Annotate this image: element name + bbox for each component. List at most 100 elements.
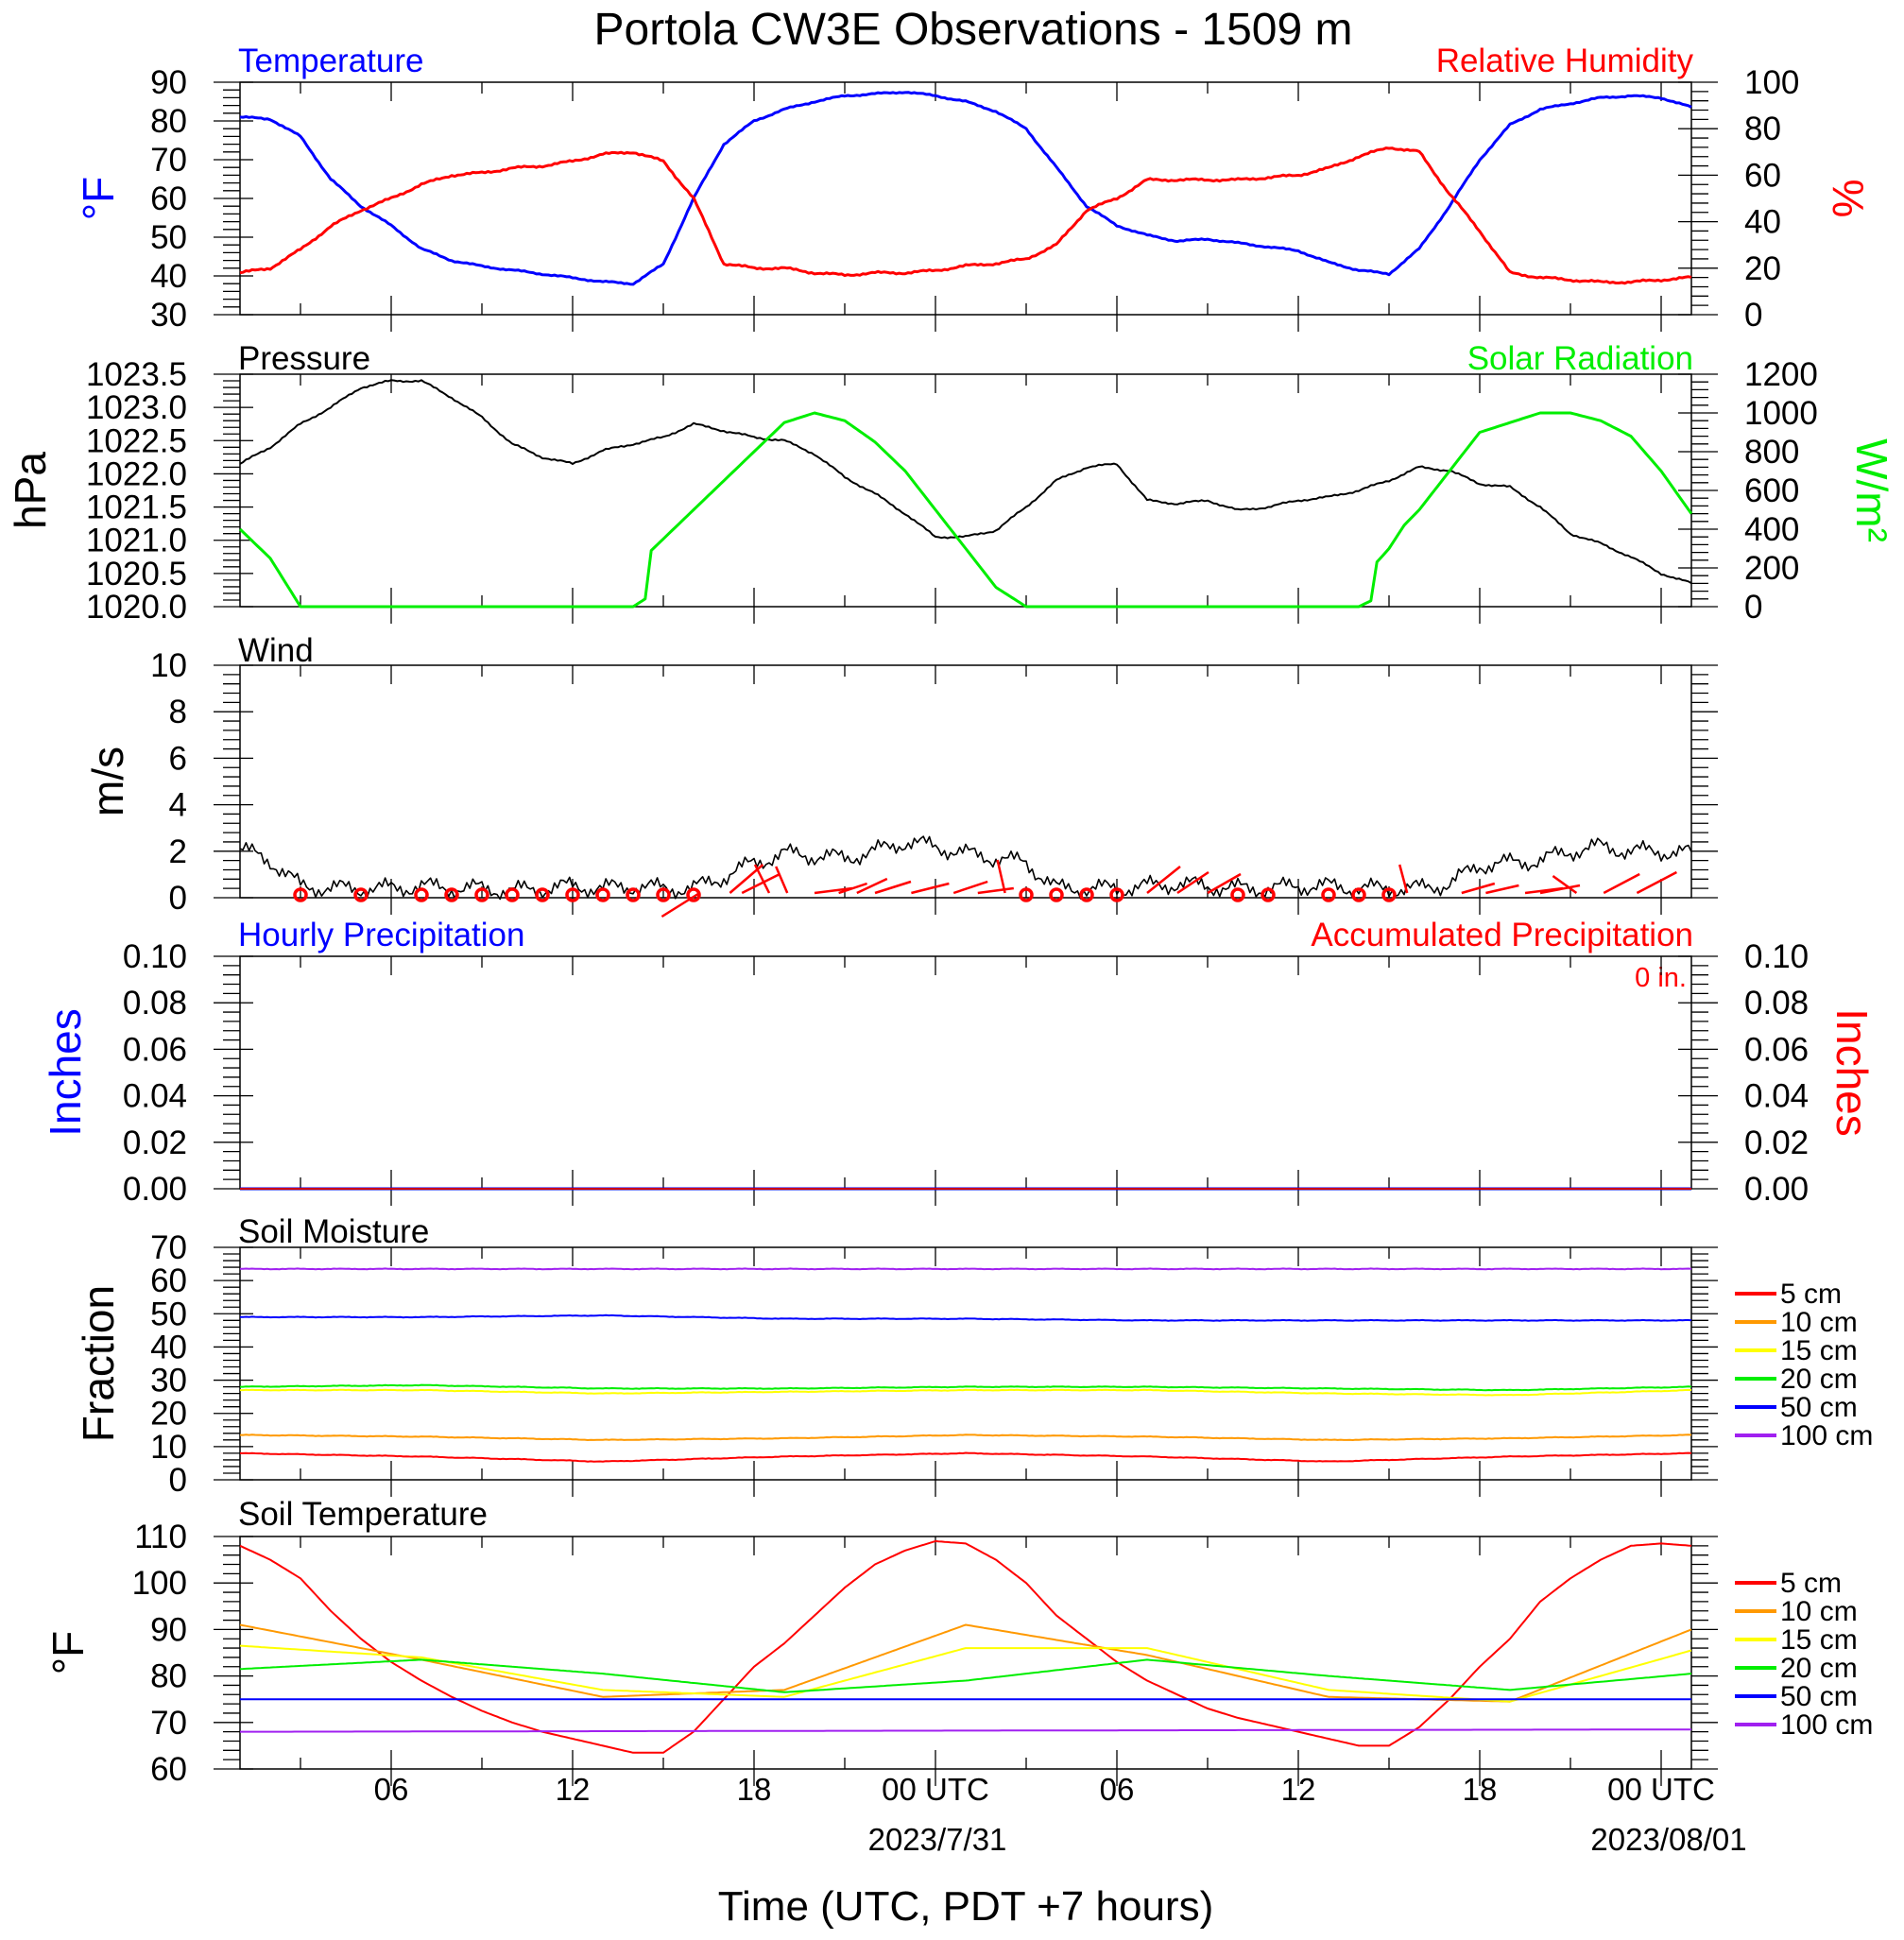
- y2-tick-label: 0.08: [1744, 985, 1809, 1022]
- wind-barb: [977, 886, 1014, 895]
- soil-temp-line-0: [239, 1539, 1692, 1754]
- x-tick-label: 00 UTC: [882, 1772, 989, 1807]
- hourly-precip-title: Hourly Precipitation: [238, 917, 524, 953]
- y2-tick-label: 0.02: [1744, 1125, 1809, 1161]
- y-tick-label: 1022.0: [86, 455, 187, 492]
- legend-label: 20 cm: [1780, 1653, 1858, 1684]
- wind-panel-frame: [239, 664, 1692, 899]
- humidity-line: [239, 146, 1692, 285]
- y-tick-label: 0.08: [123, 985, 187, 1022]
- legend-label: 50 cm: [1780, 1392, 1858, 1423]
- wind-barb: [856, 877, 888, 895]
- pressure-panel-frame: [239, 373, 1692, 608]
- soil-moisture-line-2: [240, 1388, 1692, 1397]
- y-tick-label: 90: [150, 1611, 187, 1648]
- y-tick-label: 20: [150, 1396, 187, 1433]
- wind-calm-marker: [686, 887, 701, 902]
- wind-barb: [775, 866, 789, 894]
- legend-label: 15 cm: [1780, 1624, 1858, 1656]
- x-tick-label: 06: [1100, 1772, 1135, 1807]
- soil-moisture-title: Soil Moisture: [238, 1213, 429, 1250]
- wind-calm-marker: [474, 887, 489, 902]
- pressure-axis-unit: hPa: [6, 452, 55, 529]
- data-series: [238, 91, 1693, 1754]
- precip-panel: Hourly Precipitation Accumulated Precipi…: [41, 917, 1877, 1190]
- y-tick-label: 0.06: [123, 1031, 187, 1068]
- y2-tick-label: 200: [1744, 550, 1799, 587]
- y-tick-label: 30: [150, 1363, 187, 1399]
- legend-label: 100 cm: [1780, 1420, 1873, 1451]
- y-tick-label: 50: [150, 219, 187, 256]
- wind-calm-marker: [1230, 887, 1245, 902]
- wind-calm-marker: [1049, 887, 1064, 902]
- temperature-panel-frame: [239, 81, 1692, 316]
- x-tick-label: 12: [1281, 1772, 1316, 1807]
- y2-tick-label: 60: [1744, 157, 1781, 194]
- temperature-title: Temperature: [238, 43, 423, 79]
- soil-moisture-line-5: [240, 1267, 1692, 1271]
- soil-temperature-axis-unit: °F: [43, 1631, 93, 1675]
- y2-tick-label: 1000: [1744, 395, 1818, 432]
- y-tick-label: 80: [150, 1658, 187, 1695]
- legend-label: 50 cm: [1780, 1681, 1858, 1712]
- y2-tick-label: 0.04: [1744, 1078, 1809, 1115]
- y-tick-label: 60: [150, 1262, 187, 1299]
- wind-calm-marker: [595, 887, 610, 902]
- wind-calm-marker: [626, 887, 641, 902]
- soil-moisture-panel-frame: [239, 1246, 1692, 1481]
- humidity-axis-unit: %: [1824, 180, 1873, 218]
- y-tick-label: 2: [169, 833, 187, 870]
- wind-barb: [1603, 872, 1640, 895]
- y-tick-label: 100: [132, 1565, 187, 1602]
- chart-title: Portola CW3E Observations - 1509 m: [594, 5, 1353, 55]
- wind-barb: [1539, 884, 1581, 895]
- y-tick-label: 10: [150, 647, 187, 684]
- wind-calm-marker: [1351, 887, 1366, 902]
- wind-barb: [1207, 872, 1242, 895]
- wind-barb: [1398, 864, 1409, 894]
- x-axis-title: Time (UTC, PDT +7 hours): [718, 1883, 1213, 1930]
- soil-temp-line-5: [240, 1728, 1691, 1733]
- wind-axis-unit: m/s: [83, 747, 132, 816]
- legend-label: 5 cm: [1780, 1279, 1842, 1310]
- y-tick-label: 60: [150, 180, 187, 217]
- y2-tick-label: 0.06: [1744, 1031, 1809, 1068]
- y-tick-label: 1020.5: [86, 556, 187, 592]
- pressure-line: [239, 379, 1692, 585]
- precip-panel-frame: [239, 955, 1692, 1190]
- solar-axis-unit: W/m²: [1847, 438, 1896, 542]
- y-tick-label: 1021.5: [86, 489, 187, 526]
- y-tick-label: 1022.5: [86, 422, 187, 459]
- y-tick-label: 6: [169, 740, 187, 777]
- wind-panel: Wind m/s: [83, 632, 1692, 899]
- y-tick-label: 90: [150, 64, 187, 101]
- wind-calm-marker: [1079, 887, 1094, 902]
- soil-moisture-line-0: [240, 1451, 1692, 1463]
- wind-calm-marker: [353, 887, 369, 902]
- legend-label: 20 cm: [1780, 1364, 1858, 1395]
- wind-calm-marker: [505, 887, 520, 902]
- wind-calm-marker: [293, 887, 308, 902]
- y-tick-label: 10: [150, 1429, 187, 1466]
- hourly-precip-axis-unit: Inches: [41, 1008, 90, 1137]
- x-tick-label: 12: [556, 1772, 591, 1807]
- pressure-title: Pressure: [238, 340, 370, 377]
- axis-ticks: 304050607080900204060801001020.01020.510…: [86, 64, 1818, 1807]
- y2-tick-label: 1200: [1744, 356, 1818, 393]
- legend-label: 15 cm: [1780, 1335, 1858, 1366]
- wind-barb: [741, 872, 780, 895]
- soil-temperature-title: Soil Temperature: [238, 1496, 488, 1533]
- y-tick-label: 0: [169, 1462, 187, 1499]
- wind-barb: [1636, 870, 1677, 895]
- legend-label: 10 cm: [1780, 1596, 1858, 1627]
- y-tick-label: 0.02: [123, 1125, 187, 1161]
- wind-barb: [1146, 866, 1181, 894]
- x-tick-label: 18: [737, 1772, 772, 1807]
- soil-temp-line-3: [239, 1658, 1692, 1693]
- y-tick-label: 70: [150, 142, 187, 179]
- y2-tick-label: 0: [1744, 297, 1762, 334]
- accum-precip-title: Accumulated Precipitation: [1311, 917, 1693, 953]
- wind-barb: [1461, 882, 1496, 895]
- y2-tick-label: 80: [1744, 111, 1781, 147]
- y-tick-label: 0.10: [123, 938, 187, 975]
